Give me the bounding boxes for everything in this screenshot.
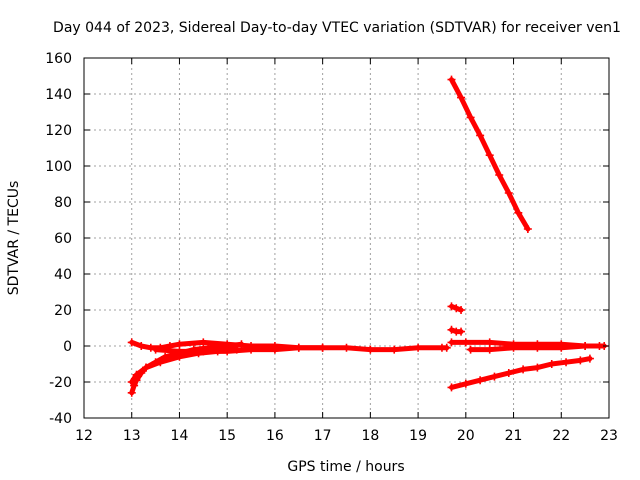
data-point: [137, 342, 146, 350]
data-point: [447, 325, 456, 334]
y-tick-label: 40: [54, 267, 72, 283]
x-axis-label: GPS time / hours: [287, 459, 404, 475]
x-tick-label: 12: [75, 428, 93, 444]
data-point: [175, 340, 184, 349]
data-point: [414, 343, 423, 352]
data-point: [146, 343, 155, 352]
y-tick-label: 60: [54, 231, 72, 247]
data-point: [342, 343, 351, 352]
data-point: [576, 356, 585, 365]
chart-title: Day 044 of 2023, Sidereal Day-to-day VTE…: [53, 20, 621, 36]
data-point: [390, 345, 399, 354]
data-point: [457, 93, 466, 102]
data-point: [452, 304, 461, 313]
data-point: [476, 131, 485, 140]
data-point: [585, 354, 594, 363]
series-descending-track-b: [127, 345, 241, 386]
data-point: [466, 345, 475, 354]
data-point: [457, 306, 466, 314]
data-point: [270, 345, 279, 354]
data-point: [485, 345, 494, 354]
x-tick-label: 23: [600, 428, 618, 444]
data-point: [457, 327, 466, 336]
data-point: [476, 376, 485, 385]
data-point: [504, 369, 513, 377]
series-late-track-rising: [447, 354, 594, 392]
y-tick-label: 20: [54, 303, 72, 319]
x-tick-label: 16: [266, 428, 284, 444]
data-point: [562, 358, 571, 367]
data-point: [142, 363, 151, 372]
data-point: [485, 338, 494, 347]
x-tick-label: 14: [171, 428, 189, 444]
data-point: [447, 75, 456, 84]
x-tick-label: 22: [552, 428, 570, 444]
axes: 12 13 14 15 16 17 18 19 20 21 22 23 -40 -20 0 20 40 60 80 1…: [45, 51, 618, 444]
data-point: [237, 340, 246, 349]
series-late-track-steep: [447, 75, 532, 233]
data-point: [442, 343, 451, 352]
data-point: [581, 342, 590, 350]
series-short-segment-8: [447, 325, 466, 336]
x-tick-label: 15: [218, 428, 236, 444]
data-point: [199, 338, 208, 347]
y-axis-label: SDTVAR / TECUs: [6, 181, 22, 296]
data-point: [232, 345, 241, 354]
data-point: [447, 383, 456, 392]
data-point: [366, 345, 375, 354]
data-point: [213, 347, 222, 356]
y-tick-label: 140: [45, 87, 72, 103]
grid-lines: [84, 58, 609, 418]
x-tick-label: 19: [409, 428, 427, 444]
data-point: [318, 343, 327, 352]
data-point: [514, 208, 523, 217]
data-point: [151, 345, 160, 354]
data-point: [533, 363, 542, 372]
data-point: [447, 302, 456, 311]
data-point: [490, 372, 499, 381]
series-short-segment-20: [447, 302, 466, 314]
y-tick-label: 0: [63, 339, 72, 355]
data-point: [523, 225, 532, 233]
data-point: [509, 343, 518, 352]
data-point: [533, 343, 542, 352]
x-tick-label: 13: [123, 428, 141, 444]
data-point: [247, 345, 256, 354]
data-point: [547, 360, 556, 368]
y-tick-label: 100: [45, 159, 72, 175]
data-point: [294, 343, 303, 352]
y-tick-label: 80: [54, 195, 72, 211]
series-late-band-lower: [466, 342, 604, 354]
y-tick-label: -20: [49, 375, 72, 391]
data-point: [519, 365, 528, 374]
x-tick-label: 20: [457, 428, 475, 444]
data-point: [495, 171, 504, 179]
data-point: [504, 189, 513, 197]
series-track: [129, 347, 240, 385]
x-tick-label: 17: [314, 428, 332, 444]
data-point: [156, 358, 165, 367]
y-tick-label: 120: [45, 123, 72, 139]
data-point: [595, 342, 604, 350]
x-tick-label: 21: [505, 428, 523, 444]
data-point: [175, 352, 184, 361]
data-points: [127, 75, 609, 397]
data-point: [461, 338, 470, 347]
x-tick-label: 18: [361, 428, 379, 444]
data-point: [194, 349, 203, 358]
data-point: [466, 113, 475, 122]
data-point: [447, 338, 456, 347]
data-point: [127, 338, 136, 347]
data-point: [485, 151, 494, 160]
y-tick-label: -40: [49, 411, 72, 427]
data-point: [127, 378, 136, 386]
y-tick-label: 160: [45, 51, 72, 67]
data-point: [127, 388, 136, 397]
data-point: [132, 370, 141, 379]
data-point: [557, 343, 566, 352]
data-point: [461, 379, 470, 388]
